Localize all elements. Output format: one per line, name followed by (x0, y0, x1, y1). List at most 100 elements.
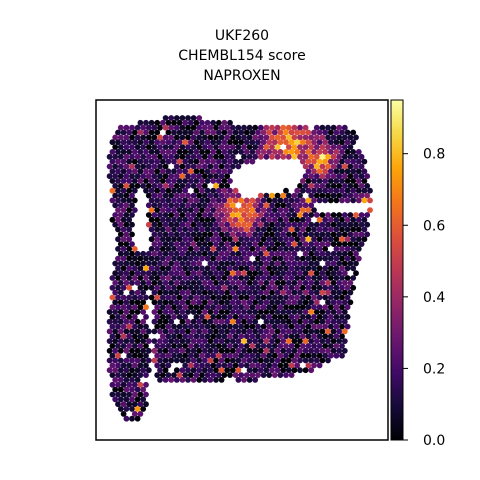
spot (339, 294, 345, 301)
spot (283, 139, 289, 146)
spot (168, 144, 175, 151)
spot (120, 284, 127, 291)
spot (201, 192, 208, 199)
spot (285, 347, 292, 354)
spot (190, 231, 197, 238)
spot (131, 323, 138, 330)
spot (322, 314, 329, 320)
spot (269, 144, 275, 151)
spot (190, 183, 197, 189)
spot (117, 309, 124, 315)
spot (341, 299, 348, 306)
spot (241, 212, 247, 218)
spot (325, 338, 331, 344)
spot (176, 352, 183, 359)
spot (333, 333, 340, 340)
spot (199, 294, 205, 301)
spot (185, 163, 191, 170)
spot (305, 265, 312, 272)
spot (185, 299, 191, 306)
spot (218, 280, 225, 286)
spot (241, 338, 247, 344)
spot (168, 153, 175, 160)
spot (173, 231, 180, 238)
spot (344, 178, 351, 184)
spot (227, 207, 233, 214)
spot (341, 270, 348, 277)
spot (123, 221, 130, 228)
spot (316, 158, 323, 165)
spot (229, 299, 236, 306)
spot (299, 265, 306, 272)
spot (313, 221, 320, 228)
spot (204, 304, 211, 311)
spot (109, 149, 116, 155)
spot (327, 187, 334, 194)
spot (204, 216, 211, 223)
spot (260, 294, 267, 301)
spot (246, 202, 253, 209)
spot (241, 241, 247, 248)
spot (129, 299, 135, 306)
spot (131, 352, 138, 359)
spot (263, 202, 270, 209)
spot (137, 343, 144, 349)
spot (112, 183, 119, 189)
spot (260, 323, 267, 330)
spot (325, 231, 331, 238)
spot (182, 178, 189, 184)
spot (235, 318, 242, 325)
spot (207, 309, 214, 315)
spot (134, 260, 141, 267)
spot (353, 231, 359, 238)
spot (179, 144, 186, 151)
spot (173, 270, 180, 277)
spot (353, 260, 359, 267)
spot (327, 149, 334, 155)
spot (159, 284, 166, 291)
spot (358, 231, 365, 238)
spot (201, 221, 208, 228)
spot (185, 318, 191, 325)
spot (269, 241, 275, 248)
spot (302, 250, 309, 257)
spot (193, 294, 200, 301)
spot (123, 212, 130, 218)
spot (232, 158, 239, 165)
spot (151, 260, 158, 267)
spot (157, 270, 163, 277)
spot (187, 129, 194, 136)
spot (210, 187, 217, 194)
spot (274, 192, 281, 199)
spot (322, 294, 329, 301)
spot (280, 338, 287, 344)
spot (159, 372, 166, 378)
spot (140, 386, 147, 393)
spot (313, 212, 320, 218)
spot (185, 183, 191, 189)
spot (249, 275, 256, 281)
spot (350, 129, 357, 136)
spot (129, 406, 135, 412)
spot (232, 352, 239, 359)
spot (257, 124, 264, 131)
spot (218, 357, 225, 364)
spot (171, 236, 177, 243)
spot (207, 153, 214, 160)
spot (350, 178, 357, 184)
spot (355, 149, 362, 155)
spot (263, 144, 270, 151)
spot (140, 124, 147, 131)
spot (201, 347, 208, 354)
spot (196, 241, 203, 248)
colorbar: 0.00.20.40.60.8 (390, 99, 445, 449)
spot (327, 275, 334, 281)
spot (341, 309, 348, 315)
spot (171, 284, 177, 291)
spot (176, 323, 183, 330)
spot (238, 352, 245, 359)
spot (280, 357, 287, 364)
spot (243, 197, 250, 204)
spot (353, 183, 359, 189)
spot (154, 119, 161, 126)
